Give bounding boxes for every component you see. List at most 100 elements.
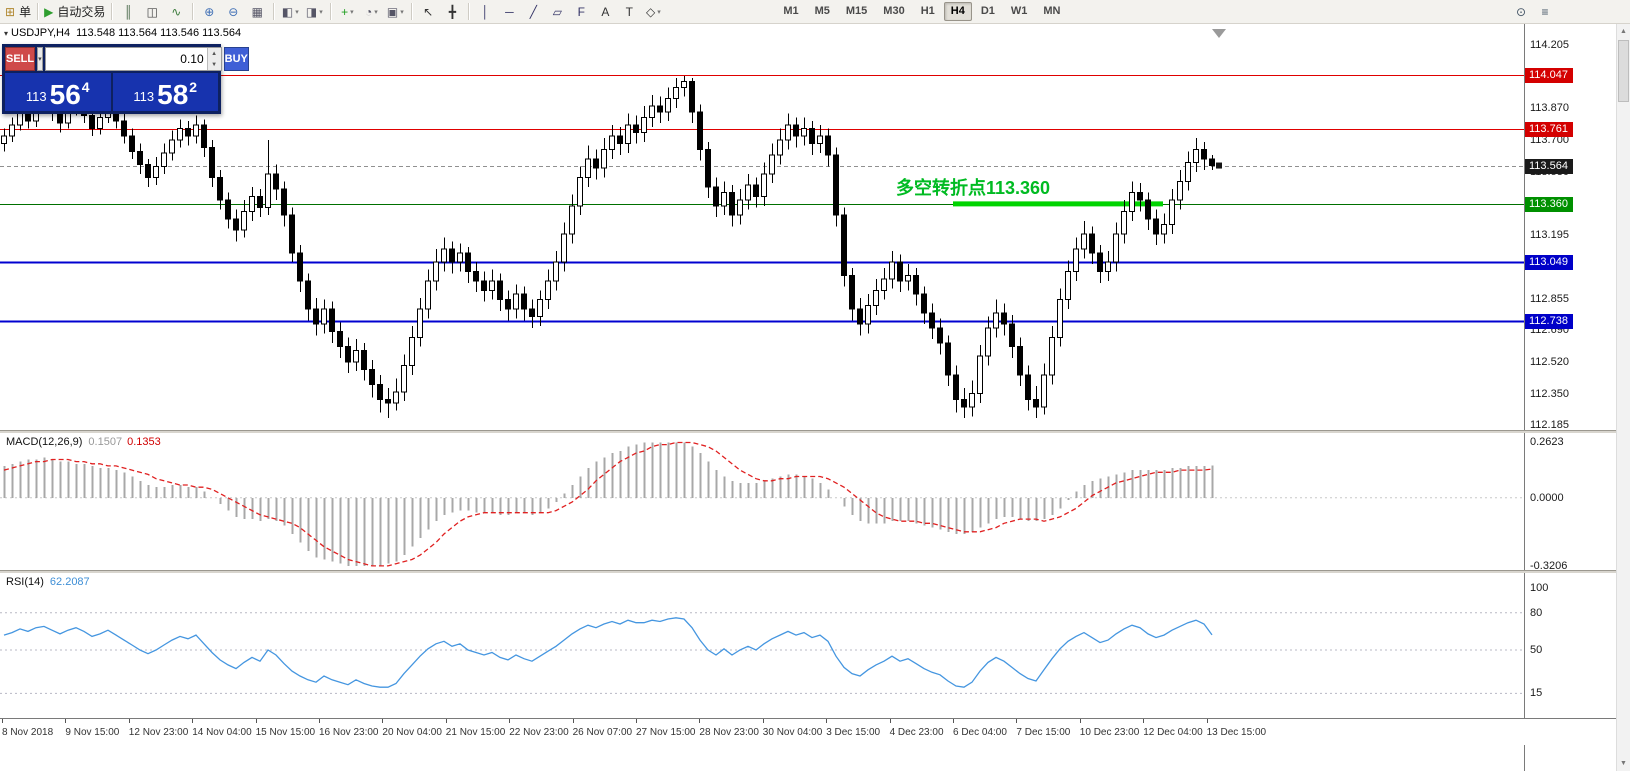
dropdown-arrow-icon: ▾ <box>319 8 323 16</box>
volume-increase-button[interactable]: ▲ <box>211 50 218 57</box>
chart-ohlc-values: 113.548 113.564 113.546 113.564 <box>76 27 242 39</box>
zoom-in-button[interactable]: ⊕ <box>198 1 220 23</box>
bar-chart-icon: ║ <box>124 4 133 19</box>
buy-price-display[interactable]: 113 58 2 <box>112 73 218 111</box>
one-click-toggle-icon[interactable]: ▾ <box>4 29 9 38</box>
timeframe-h1-button[interactable]: H1 <box>920 5 935 17</box>
auto-scroll-marker[interactable] <box>1212 29 1226 38</box>
bar-chart-button[interactable]: ║ <box>117 1 139 23</box>
time-axis-tick <box>445 719 447 723</box>
crosshair-button[interactable]: ╋ <box>441 1 463 23</box>
timeframe-m15-button[interactable]: M15 <box>845 5 868 17</box>
time-axis-label: 10 Dec 23:00 <box>1079 727 1140 738</box>
macd-name: MACD(12,26,9) <box>6 436 83 448</box>
timeframe-mn-button[interactable]: MN <box>1043 5 1061 17</box>
search-icon: ⊙ <box>1515 4 1527 19</box>
panel-separator[interactable] <box>0 570 1616 573</box>
rsi-panel[interactable]: RSI(14) 62.2087 <box>0 573 1524 718</box>
time-axis-label: 3 Dec 15:00 <box>826 727 881 738</box>
timeframe-m30-button[interactable]: M30 <box>883 5 905 17</box>
macd-axis-label: 0.0000 <box>1530 491 1564 504</box>
shapes-icon: ◇ <box>645 4 656 19</box>
candlestick-chart-icon: ◫ <box>146 4 158 19</box>
macd-main-value: 0.1507 <box>88 436 123 448</box>
time-axis-label: 28 Nov 23:00 <box>699 727 759 738</box>
profiles-button[interactable]: ◨ ▾ <box>303 1 325 23</box>
zoom-out-button[interactable]: ⊖ <box>222 1 244 23</box>
timeframe-h4-button[interactable]: H4 <box>943 2 972 21</box>
timeframe-toolbar: M1 M5 M15 M30 H1 H4 D1 W1 MN <box>775 0 1068 24</box>
toolbar-separator <box>411 3 413 20</box>
time-axis-label: 30 Nov 04:00 <box>762 727 823 738</box>
volume-input[interactable] <box>45 48 207 70</box>
new-order-label: 单 <box>19 5 32 19</box>
vertical-line-button[interactable]: │ <box>474 1 496 23</box>
price-axis-label: 112.855 <box>1530 292 1569 305</box>
volume-dropdown-button[interactable]: ▾ <box>37 47 43 71</box>
new-chart-button[interactable]: ◧ ▾ <box>279 1 301 23</box>
auto-trading-label: 自动交易 <box>57 5 106 19</box>
volume-decrease-button[interactable]: ▼ <box>211 61 218 68</box>
templates-button[interactable]: ▣ ▾ <box>384 1 406 23</box>
text-button[interactable]: A <box>594 1 616 23</box>
price-axis[interactable]: 114.205113.870113.700113.530113.195113.0… <box>1524 24 1616 771</box>
price-axis-label: 112.520 <box>1530 355 1569 368</box>
time-axis-tick <box>319 719 320 723</box>
trendline-button[interactable]: ╱ <box>522 1 544 23</box>
time-axis[interactable]: 8 Nov 2018 9 Nov 15:00 12 Nov 23:00 14 Nov … <box>0 718 1616 745</box>
scrollbar-down-button[interactable]: ▼ <box>1617 756 1630 771</box>
main-chart-panel[interactable]: ▾ USDJPY,H4 113.548 113.564 113.546 113.56… <box>0 24 1524 430</box>
time-axis-label: 27 Nov 15:00 <box>636 727 696 738</box>
macd-label: MACD(12,26,9) 0.1507 0.1353 <box>6 436 161 448</box>
vertical-scrollbar[interactable]: ▲ ▼ <box>1616 24 1630 771</box>
rsi-axis-label: 80 <box>1530 606 1543 619</box>
price-badge-113.564: 113.564 <box>1525 158 1573 174</box>
equidistant-channel-button[interactable]: ▱ <box>546 1 568 23</box>
toolbar-separator <box>273 3 275 20</box>
time-axis-label: 4 Dec 23:00 <box>889 727 944 738</box>
annotation-highlight-bar[interactable] <box>953 201 1163 207</box>
macd-panel[interactable]: MACD(12,26,9) 0.1507 0.1353 <box>0 433 1524 570</box>
new-order-button[interactable]: ⊞ 单 <box>4 1 32 23</box>
auto-trading-button[interactable]: ▶ 自动交易 <box>43 1 106 23</box>
toolbars-menu-button[interactable]: ≡ <box>1534 1 1556 23</box>
tile-windows-button[interactable]: ▦ <box>246 1 268 23</box>
crosshair-icon: ╋ <box>448 4 456 19</box>
fibonacci-button[interactable]: F <box>570 1 592 23</box>
timeframe-m5-button[interactable]: M5 <box>814 5 830 17</box>
timeframe-d1-button[interactable]: D1 <box>980 5 995 17</box>
new-chart-icon: ◧ <box>281 4 294 19</box>
scrollbar-thumb[interactable] <box>1618 40 1629 102</box>
indicators-button[interactable]: + ▾ <box>336 1 358 23</box>
periods-button[interactable]: ◔ ▾ <box>360 1 382 23</box>
time-axis-label: 13 Dec 15:00 <box>1206 727 1267 738</box>
time-axis-label: 9 Nov 15:00 <box>65 727 120 738</box>
chart-symbol-period: USDJPY,H4 <box>11 27 71 39</box>
timeframe-m1-button[interactable]: M1 <box>783 5 799 17</box>
sell-button[interactable]: SELL <box>5 47 36 71</box>
time-axis-tick <box>65 719 67 723</box>
candlestick-chart-button[interactable]: ◫ <box>141 1 163 23</box>
sell-price-display[interactable]: 113 56 4 <box>5 73 111 111</box>
buy-button[interactable]: BUY <box>223 47 249 71</box>
scrollbar-up-button[interactable]: ▲ <box>1617 24 1630 39</box>
horizontal-line-button[interactable]: ─ <box>498 1 520 23</box>
rsi-name: RSI(14) <box>6 576 44 588</box>
price-axis-label: 114.205 <box>1530 39 1569 52</box>
line-chart-button[interactable]: ∿ <box>165 1 187 23</box>
price-badge-114.047: 114.047 <box>1525 67 1573 83</box>
horizontal-lines[interactable] <box>0 75 1524 323</box>
timeframe-w1-button[interactable]: W1 <box>1010 5 1028 17</box>
annotation-text[interactable]: 多空转折点113.360 <box>896 178 1051 198</box>
sell-price-prefix: 113 <box>25 89 47 104</box>
text-label-button[interactable]: T <box>618 1 640 23</box>
candlestick-chart-canvas[interactable] <box>0 24 1524 430</box>
price-badge-113.049: 113.049 <box>1525 255 1573 271</box>
panel-separator[interactable] <box>0 430 1616 433</box>
cursor-button[interactable]: ↖ <box>417 1 439 23</box>
buy-price-prefix: 113 <box>133 89 155 104</box>
shapes-button[interactable]: ◇ ▾ <box>642 1 664 23</box>
search-button[interactable]: ⊙ <box>1510 1 1532 23</box>
